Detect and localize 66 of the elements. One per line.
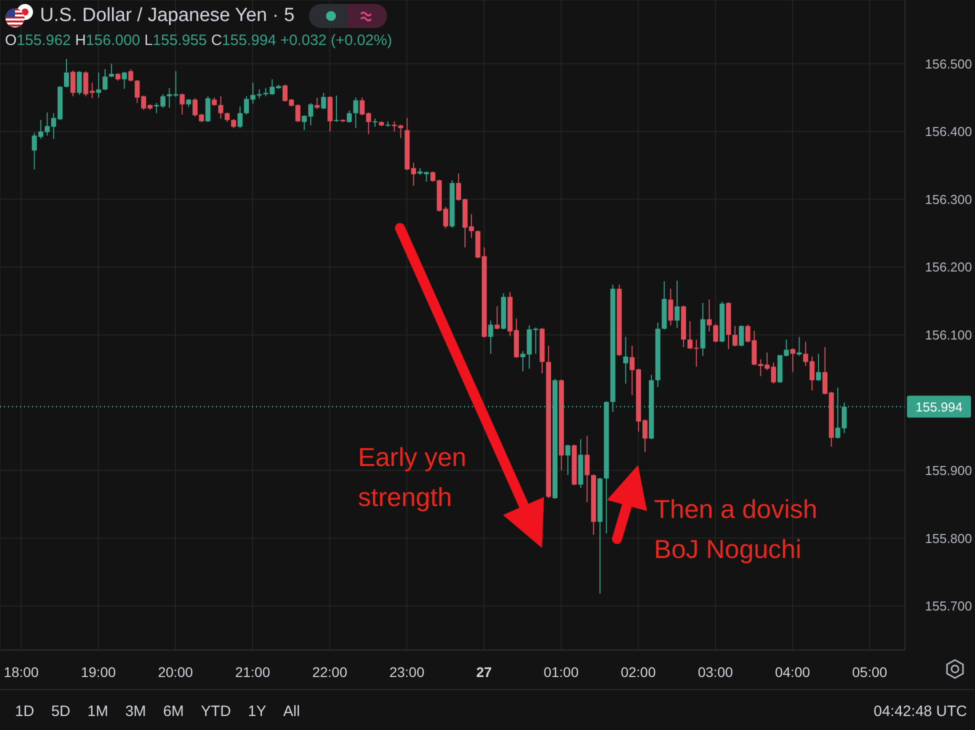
text: O155.962 H156.000 L155.955 C155.994 +0.032 (+0.02%) [5,32,392,49]
candlestick [790,348,796,373]
candlestick [732,326,738,347]
x-tick-label: 01:00 [544,664,579,680]
candlestick [108,63,114,78]
candlestick [238,106,243,129]
text: 1Y [248,703,266,720]
y-tick-label: 156.400 [925,124,972,140]
y-tick-label: 156.200 [925,260,972,275]
y-tick-label: 155.800 [925,530,972,546]
candlestick [488,320,494,354]
candlestick [674,280,680,329]
candlestick [122,71,127,90]
candlestick [668,288,674,326]
candlestick [623,336,628,384]
candlestick [70,70,76,97]
candlestick [565,444,570,476]
x-tick-label: 03:00 [698,664,734,680]
candlestick [76,70,82,96]
candlestick [102,68,108,91]
x-tick-label: 21:00 [235,664,270,680]
candlestick [321,92,326,110]
y-tick-label: 156.100 [925,327,972,342]
candlestick [346,110,352,124]
y-tick-label: 156.500 [925,56,972,72]
x-tick-label: 05:00 [852,664,888,680]
candlestick [218,96,224,120]
text: YTD [200,703,231,720]
candlestick [96,72,102,98]
text: 6M [163,703,184,720]
ref-line-label: 155.994 [916,400,962,415]
text: 1D [15,703,34,720]
candlestick [738,324,744,347]
y-tick-label: 155.700 [925,598,972,614]
y-tick-label: 156.300 [925,192,972,207]
x-tick-label: 20:00 [158,664,194,680]
candlestick [314,97,320,110]
candlestick [706,299,712,332]
text: 04:42:48 UTC [874,703,967,720]
y-tick-label: 155.900 [925,463,972,478]
x-tick-label: 19:00 [80,664,116,680]
x-tick-label: 18:00 [4,664,39,680]
x-tick-label: 23:00 [389,664,425,680]
x-tick-label: 22:00 [312,664,348,680]
candlestick [796,336,802,356]
text: 5D [51,703,70,720]
candlestick [224,112,230,122]
candlestick [584,435,590,503]
candlestick [205,96,210,122]
candlestick [334,95,339,122]
candlestick [128,68,134,82]
x-tick-label: 27 [476,664,492,680]
candlestick [64,58,69,88]
text: 3M [125,703,146,720]
x-tick-label: 04:00 [774,664,810,680]
x-tick-label: 02:00 [620,664,656,680]
text: All [283,703,300,720]
annotation: Early yen strength [358,441,468,514]
candlestick [494,306,500,330]
candlestick [713,323,718,343]
candlestick [180,93,185,116]
annotation: Then a dovish BoJ Noguchi [654,493,818,566]
candlestick [353,97,358,129]
text: 1M [87,703,108,720]
chart-title: U.S. Dollar / Japanese Yen · 5 [40,5,295,27]
candlestick [816,353,822,382]
